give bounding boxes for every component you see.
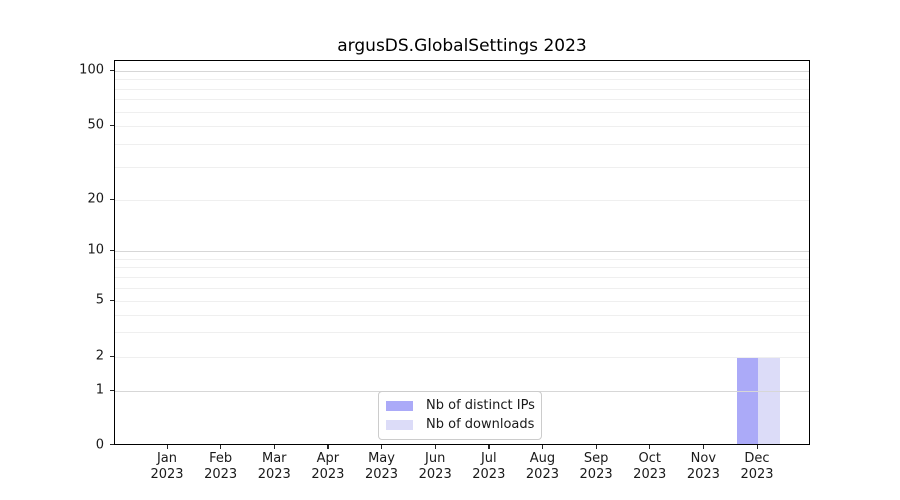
y-tick-100 <box>109 69 114 71</box>
x-tick-label-jul-2023: Jul 2023 <box>472 451 506 482</box>
gridline-y-20 <box>115 200 809 201</box>
x-tick-2 <box>220 445 222 449</box>
bar-dec-2023-series-0 <box>736 357 758 444</box>
x-tick-label-nov-2023: Nov 2023 <box>686 451 720 482</box>
x-tick-3 <box>273 445 275 449</box>
gridline-y-60 <box>115 111 809 113</box>
x-tick-label-dec-2023: Dec 2023 <box>740 451 774 482</box>
x-tick-label-apr-2023: Apr 2023 <box>311 451 345 482</box>
legend-swatch-icon <box>386 419 413 430</box>
gridline-y-9 <box>115 258 809 260</box>
x-tick-label-mar-2023: Mar 2023 <box>257 451 291 482</box>
legend: Nb of distinct IPs Nb of downloads <box>378 391 542 440</box>
x-tick-label-may-2023: May 2023 <box>364 451 399 482</box>
legend-entry-1: Nb of downloads <box>386 415 535 434</box>
y-tick-label-2: 2 <box>95 348 104 364</box>
chart-title: argusDS.GlobalSettings 2023 <box>337 36 587 56</box>
gridline-y-4 <box>115 314 809 316</box>
y-tick-2 <box>109 355 114 357</box>
x-tick-12 <box>756 445 758 449</box>
x-tick-7 <box>488 445 490 449</box>
x-tick-label-aug-2023: Aug 2023 <box>525 451 559 482</box>
gridline-y-3 <box>115 332 809 334</box>
gridline-y-10 <box>115 251 809 252</box>
y-tick-0 <box>109 444 114 446</box>
legend-label: Nb of downloads <box>426 417 535 432</box>
x-tick-6 <box>434 445 436 449</box>
x-tick-label-oct-2023: Oct 2023 <box>633 451 667 482</box>
y-tick-label-20: 20 <box>87 191 104 207</box>
gridline-y-50 <box>115 126 809 127</box>
x-tick-4 <box>327 445 329 449</box>
plot-area <box>114 60 810 445</box>
gridline-y-40 <box>115 144 809 146</box>
y-tick-label-50: 50 <box>87 117 104 133</box>
y-tick-label-5: 5 <box>95 292 104 308</box>
gridline-y-7 <box>115 276 809 278</box>
y-tick-label-100: 100 <box>79 62 104 78</box>
gridline-y-6 <box>115 287 809 289</box>
y-tick-50 <box>109 124 114 126</box>
y-tick-label-1: 1 <box>95 382 104 398</box>
bar-dec-2023-series-1 <box>758 357 780 444</box>
x-tick-label-sep-2023: Sep 2023 <box>579 451 613 482</box>
gridline-y-2 <box>115 357 809 358</box>
x-tick-label-jan-2023: Jan 2023 <box>150 451 184 482</box>
gridline-y-5 <box>115 301 809 302</box>
gridline-y-100 <box>115 71 809 72</box>
y-tick-label-10: 10 <box>87 242 104 258</box>
x-tick-1 <box>166 445 168 449</box>
gridline-y-8 <box>115 267 809 269</box>
x-tick-11 <box>702 445 705 449</box>
gridline-y-90 <box>115 79 809 81</box>
x-tick-label-feb-2023: Feb 2023 <box>204 451 238 482</box>
x-tick-10 <box>649 445 651 449</box>
legend-entry-0: Nb of distinct IPs <box>386 396 535 415</box>
x-tick-9 <box>595 445 597 449</box>
x-tick-8 <box>541 445 544 449</box>
y-tick-5 <box>109 299 114 301</box>
y-tick-10 <box>109 249 114 251</box>
y-tick-label-0: 0 <box>95 437 104 452</box>
bars-layer <box>115 61 809 444</box>
gridline-y-30 <box>115 167 809 169</box>
gridline-y-70 <box>115 99 809 101</box>
legend-swatch-icon <box>386 400 413 411</box>
x-tick-5 <box>381 445 383 449</box>
gridline-y-80 <box>115 88 809 90</box>
y-tick-20 <box>109 198 114 200</box>
x-tick-label-jun-2023: Jun 2023 <box>418 451 452 482</box>
y-tick-1 <box>109 389 114 391</box>
legend-label: Nb of distinct IPs <box>426 398 535 413</box>
gridlines-layer <box>115 61 809 444</box>
